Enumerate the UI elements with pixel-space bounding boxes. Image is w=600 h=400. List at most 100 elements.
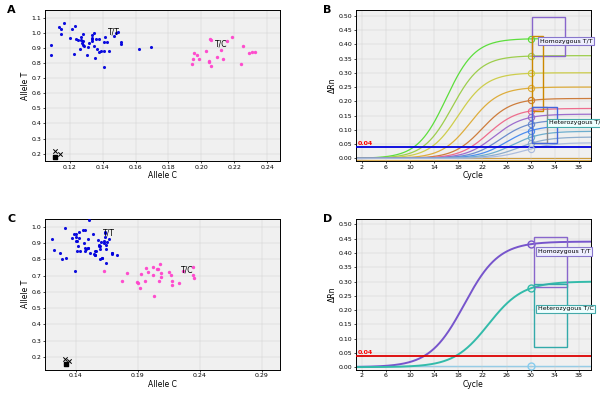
Text: T/T: T/T xyxy=(103,229,115,238)
Point xyxy=(236,60,246,67)
Bar xyxy=(532,107,557,143)
Y-axis label: Allele T: Allele T xyxy=(21,72,30,100)
Point xyxy=(135,285,145,291)
Point xyxy=(95,242,104,249)
X-axis label: Allele C: Allele C xyxy=(148,171,177,180)
Point xyxy=(78,37,88,44)
Point xyxy=(104,47,114,54)
Point xyxy=(100,268,109,274)
Point xyxy=(283,63,293,70)
Point xyxy=(71,231,80,237)
Bar xyxy=(533,284,567,347)
Point xyxy=(71,237,81,244)
Point xyxy=(91,252,100,258)
Point xyxy=(85,40,94,46)
Text: T/C: T/C xyxy=(215,39,227,48)
Point xyxy=(157,274,166,280)
Point xyxy=(89,43,98,49)
Point xyxy=(157,270,166,276)
Point xyxy=(60,225,70,231)
Point xyxy=(116,38,125,45)
Point xyxy=(133,280,143,286)
Point xyxy=(100,48,109,54)
Point xyxy=(204,59,214,65)
Point xyxy=(140,278,149,284)
Point xyxy=(188,56,198,62)
Point xyxy=(87,38,97,45)
Point xyxy=(74,234,84,241)
Text: A: A xyxy=(7,6,16,16)
Point xyxy=(64,358,73,364)
Point xyxy=(82,245,91,252)
Point xyxy=(134,46,143,52)
Point xyxy=(201,48,211,54)
Point xyxy=(76,33,86,40)
Point xyxy=(101,260,111,267)
Point xyxy=(46,42,55,48)
Point xyxy=(113,29,123,36)
Text: B: B xyxy=(323,6,331,16)
Y-axis label: Allele T: Allele T xyxy=(21,280,30,308)
Point xyxy=(205,58,214,64)
Point xyxy=(83,245,93,251)
Text: C: C xyxy=(7,214,16,224)
Point xyxy=(82,52,92,58)
Point xyxy=(74,243,83,250)
Point xyxy=(80,227,90,234)
Point xyxy=(136,271,146,277)
Text: Homozygous T/T: Homozygous T/T xyxy=(540,39,592,44)
Point xyxy=(80,248,89,254)
Point xyxy=(153,266,163,272)
Point xyxy=(107,249,116,256)
Point xyxy=(218,56,228,62)
Point xyxy=(94,243,104,249)
Point xyxy=(178,268,187,274)
Point xyxy=(78,42,88,48)
Point xyxy=(148,264,158,270)
Point xyxy=(89,30,99,36)
Point xyxy=(88,230,97,237)
Point xyxy=(87,32,97,38)
Point xyxy=(188,264,197,270)
Bar xyxy=(532,17,565,56)
Point xyxy=(99,64,109,70)
Point xyxy=(61,255,70,262)
Bar xyxy=(533,237,567,287)
Point xyxy=(99,238,109,244)
Point xyxy=(100,229,110,236)
Point xyxy=(154,278,164,284)
Point xyxy=(111,30,121,36)
Point xyxy=(78,31,88,38)
Point xyxy=(206,62,215,69)
Point xyxy=(222,38,232,44)
Point xyxy=(91,36,101,42)
Point xyxy=(190,274,199,281)
Point xyxy=(122,270,132,277)
Point xyxy=(91,252,100,258)
Point xyxy=(46,52,55,58)
Text: Homozygous T/T: Homozygous T/T xyxy=(538,249,590,254)
Point xyxy=(69,50,79,57)
Point xyxy=(79,42,89,49)
Point xyxy=(83,236,93,242)
Point xyxy=(100,240,109,246)
Point xyxy=(97,255,106,261)
Point xyxy=(212,54,222,60)
Point xyxy=(76,36,86,43)
Point xyxy=(152,266,162,272)
Point xyxy=(89,251,99,258)
Point xyxy=(88,35,97,41)
Point xyxy=(166,272,176,278)
Point xyxy=(107,249,116,256)
Point xyxy=(102,39,112,45)
Point xyxy=(193,52,202,58)
Point xyxy=(250,49,260,55)
Point xyxy=(104,236,113,243)
Point xyxy=(76,46,85,52)
Point xyxy=(110,33,119,40)
Point xyxy=(167,278,176,284)
Point xyxy=(155,260,165,267)
Text: T/C: T/C xyxy=(181,266,194,274)
Point xyxy=(50,247,59,253)
Point xyxy=(83,44,92,50)
